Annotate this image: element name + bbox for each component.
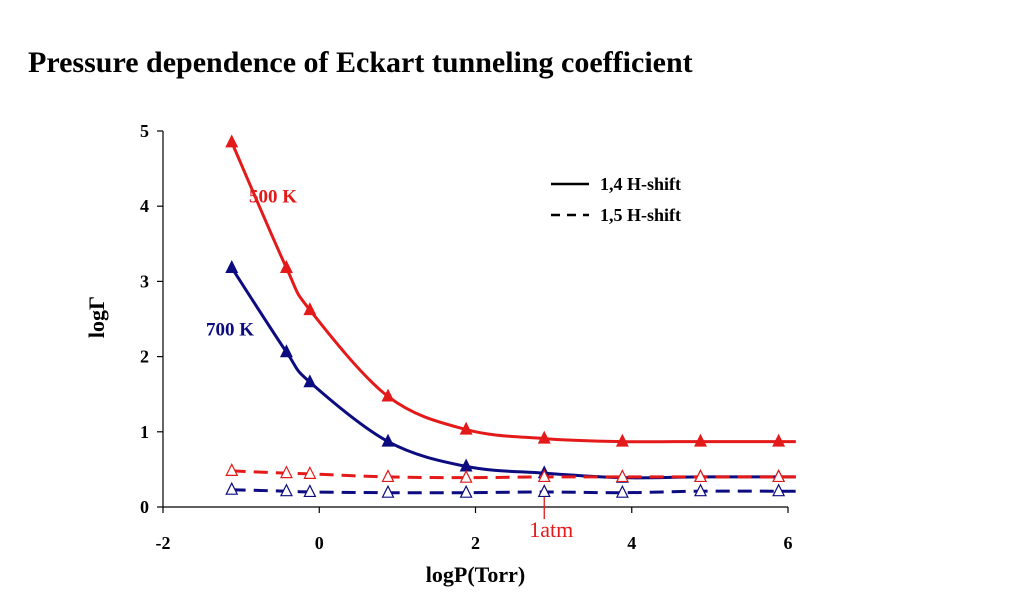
data-point — [694, 469, 707, 483]
series-2 — [225, 463, 796, 483]
data-point — [303, 302, 317, 316]
y-axis-label: logΓ — [84, 296, 109, 338]
data-point — [459, 469, 473, 483]
y-tick-label: 5 — [140, 121, 149, 141]
data-point — [459, 484, 473, 498]
data-point — [694, 433, 707, 447]
data-point — [537, 469, 551, 483]
annotation-1atm-label: 1atm — [529, 517, 573, 542]
data-point — [279, 260, 293, 273]
data-point — [381, 469, 395, 483]
data-point — [303, 484, 317, 498]
data-point — [225, 481, 239, 495]
series-labels: 500 K 700 K — [206, 186, 297, 340]
data-point — [303, 374, 317, 388]
data-point — [279, 465, 293, 479]
data-point — [279, 483, 293, 497]
data-point — [225, 260, 239, 273]
y-tick-label: 4 — [140, 196, 149, 216]
series-group — [225, 134, 796, 498]
y-tick-label: 1 — [140, 422, 149, 442]
data-point — [615, 433, 629, 447]
series-line-0 — [230, 141, 796, 444]
series-label-0: 500 K — [249, 186, 297, 207]
data-point — [381, 484, 395, 498]
x-tick-label: 6 — [784, 533, 793, 553]
data-point — [615, 469, 629, 483]
x-tick-label: 0 — [315, 533, 324, 553]
data-point — [772, 483, 786, 497]
legend: 1,4 H-shift 1,5 H-shift — [551, 174, 681, 225]
x-axis-label: logP(Torr) — [426, 562, 525, 587]
data-point — [615, 484, 629, 498]
y-tick-label: 0 — [140, 497, 149, 517]
series-1 — [225, 260, 796, 483]
data-point — [772, 469, 786, 483]
data-point — [694, 483, 707, 497]
data-point — [459, 421, 473, 435]
y-tick-label: 3 — [140, 271, 149, 291]
data-point — [279, 344, 293, 358]
data-point — [381, 433, 395, 447]
series-line-1 — [230, 267, 796, 480]
data-point — [225, 134, 239, 148]
series-line-3 — [231, 488, 796, 495]
y-tick-label: 2 — [140, 347, 149, 367]
series-label-1: 700 K — [206, 320, 254, 341]
x-tick-label: 4 — [627, 533, 636, 553]
x-tick-label: 2 — [471, 533, 480, 553]
x-tick-label: -2 — [156, 533, 171, 553]
data-point — [225, 463, 239, 477]
annotations: 1atm — [529, 492, 573, 542]
series-line-2 — [231, 469, 796, 480]
data-point — [303, 466, 317, 480]
data-point — [537, 430, 551, 444]
series-0 — [225, 134, 796, 447]
data-point — [772, 433, 786, 447]
axes: 0 1 2 3 4 5 -2 0 2 4 6 logP(Torr) logΓ — [84, 121, 793, 587]
legend-label-0: 1,4 H-shift — [600, 174, 681, 194]
page-title: Pressure dependence of Eckart tunneling … — [28, 46, 693, 79]
series-3 — [225, 481, 796, 498]
data-point — [381, 388, 395, 402]
data-point — [537, 484, 551, 498]
legend-label-1: 1,5 H-shift — [600, 205, 681, 225]
